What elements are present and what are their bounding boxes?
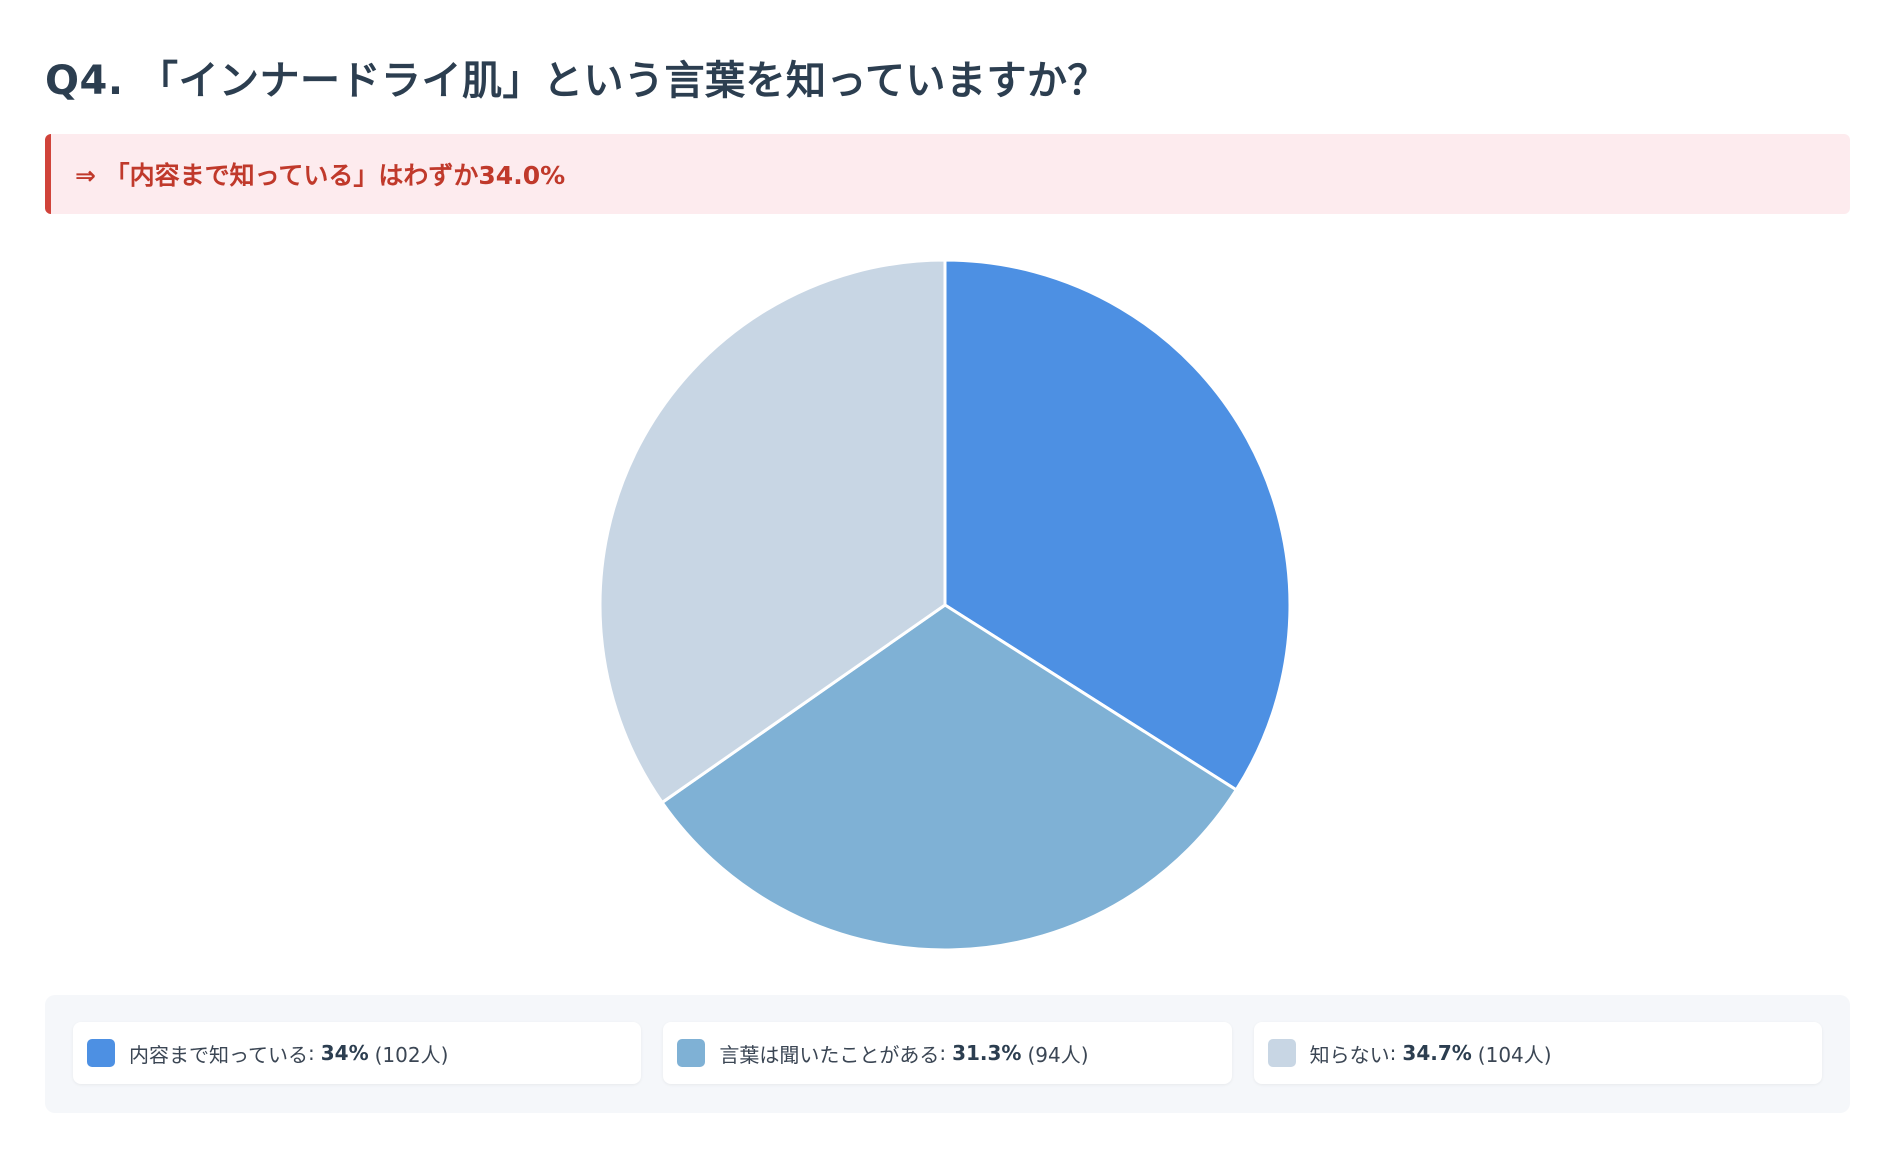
page: Q4. 「インナードライ肌」という言葉を知っていますか？ ⇒ 「内容まで知ってい…: [45, 0, 1850, 1152]
legend: 内容まで知っている: 34% (102人) 言葉は聞いたことがある: 31.3%…: [45, 995, 1850, 1113]
legend-swatch: [87, 1039, 115, 1067]
pie-slice-1: [660, 603, 1239, 952]
legend-colon: :: [308, 1041, 315, 1065]
legend-count: (94人): [1027, 1042, 1089, 1067]
legend-colon: :: [939, 1041, 947, 1065]
legend-swatch: [677, 1039, 706, 1067]
legend-percent: 31.3%: [952, 1041, 1022, 1065]
page-title: Q4. 「インナードライ肌」という言葉を知っていますか？: [45, 58, 1108, 104]
legend-count: (104人): [1477, 1042, 1552, 1067]
pie-chart: [598, 258, 1292, 952]
legend-label: 内容まで知っている: [129, 1042, 308, 1067]
legend-percent: 34.7%: [1402, 1041, 1472, 1065]
legend-count: (102人): [374, 1042, 449, 1067]
legend-item-known-content: 内容まで知っている: 34% (102人): [73, 1022, 642, 1084]
highlight-callout: ⇒ 「内容まで知っている」はわずか34.0%: [45, 134, 1850, 214]
legend-label: 知らない: [1309, 1042, 1390, 1067]
pie-slice-2: [598, 258, 947, 805]
pie-chart-area: [45, 250, 1850, 960]
callout-text: ⇒ 「内容まで知っている」はわずか34.0%: [75, 161, 566, 190]
legend-percent: 34%: [320, 1041, 369, 1065]
legend-item-unknown: 知らない: 34.7% (104人): [1253, 1022, 1822, 1084]
pie-slice-0: [943, 258, 1292, 792]
legend-item-heard-word: 言葉は聞いたことがある: 31.3% (94人): [663, 1022, 1232, 1084]
legend-label: 言葉は聞いたことがある: [719, 1042, 940, 1067]
legend-colon: :: [1389, 1041, 1397, 1065]
legend-swatch: [1267, 1039, 1296, 1067]
